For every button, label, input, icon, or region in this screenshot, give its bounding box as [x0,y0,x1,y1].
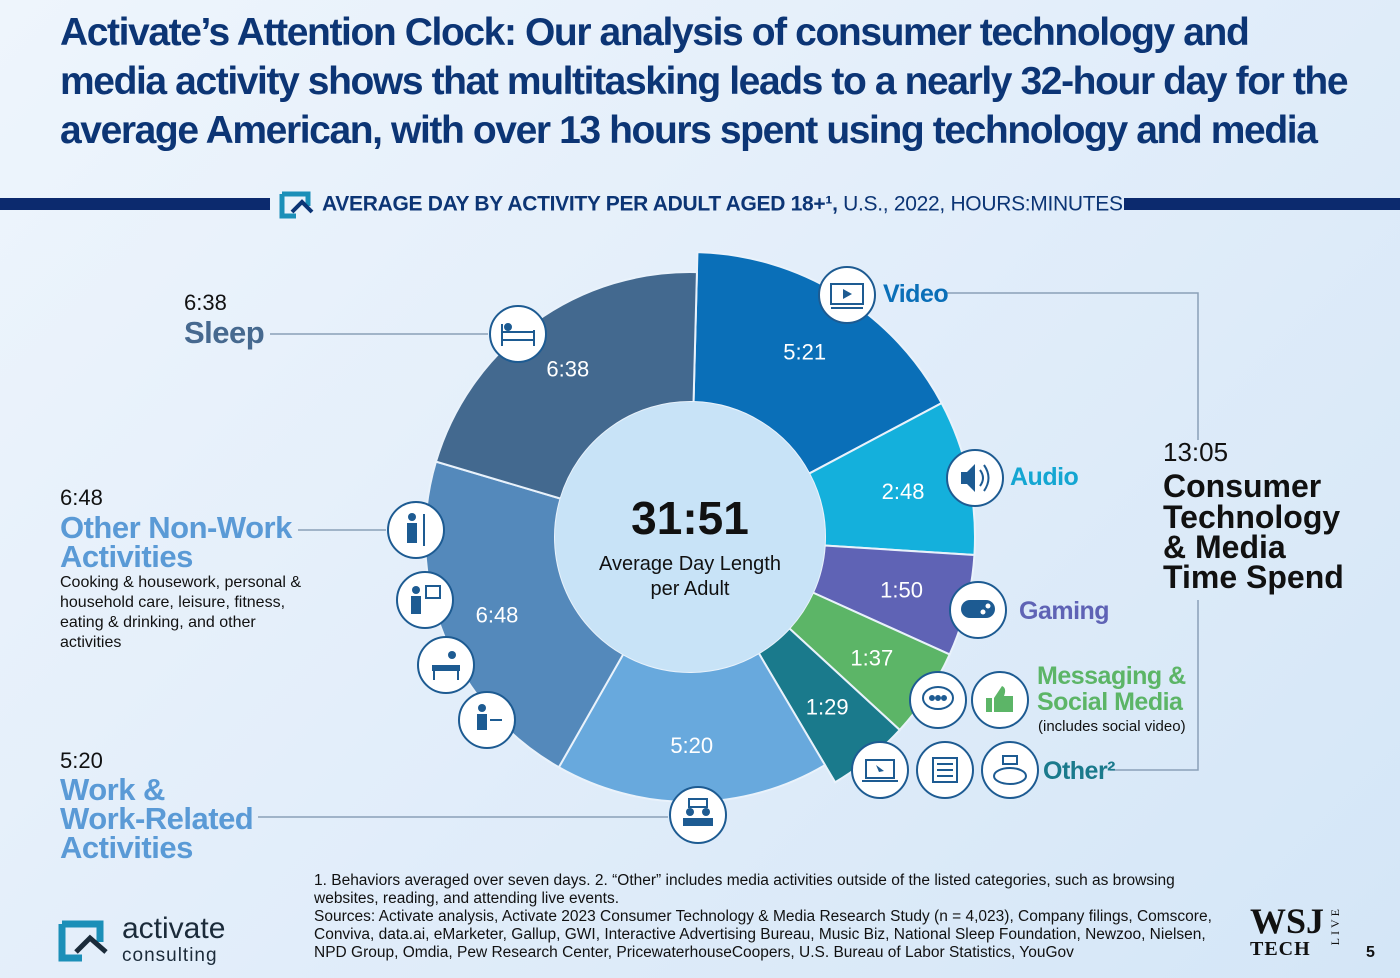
nonwork-description: Cooking & housework, personal & househol… [60,574,302,651]
slice-value-label: 1:29 [806,694,849,719]
activate-logo-icon [279,191,314,219]
stadium-icon [981,741,1039,799]
title-rule-right [1124,198,1400,210]
footnote-definitions: 1. Behaviors averaged over seven days. 2… [314,872,1175,907]
media-total-line1: Consumer [1163,468,1322,504]
slice-value-label: 2:48 [882,479,925,504]
newspaper-icon [916,741,974,799]
wsj-live: LIVE [1328,906,1342,946]
wsj-tech-live-logo: WSJ TECH LIVE [1250,901,1342,960]
activate-brand: activate consulting [56,914,225,968]
center-total: 31:51 [631,492,749,544]
housework-icon [387,501,445,559]
chat-icon [909,671,967,729]
work-label-2: Work-Related [60,801,254,836]
page-number: 5 [1366,944,1375,961]
gaming-label: Gaming [1019,597,1110,625]
messaging-label-2: Social Media [1037,688,1183,716]
donut-slices [424,251,976,803]
title-rule-left [0,198,270,210]
video-label: Video [883,280,949,308]
media-total-time: 13:05 [1163,437,1229,467]
gamepad-icon [949,581,1007,639]
nonwork-time: 6:48 [60,485,103,510]
messaging-note: (includes social video) [1038,718,1186,735]
family-icon [396,571,454,629]
media-total-line4: Time Spend [1163,559,1344,595]
activate-brand-logo-icon [58,920,108,962]
media-total-line2: Technology [1163,499,1341,535]
other-label: Other² [1043,757,1116,785]
connector-lines [258,292,1199,818]
center-label-1: Average Day Length [599,553,781,575]
slice-value-label: 5:20 [670,733,713,758]
subtitle-bold: AVERAGE DAY BY ACTIVITY PER ADULT AGED 1… [322,192,838,216]
work-time: 5:20 [60,748,103,773]
wsj-tech: TECH [1250,938,1311,960]
work-label-1: Work & [60,772,165,807]
media-bracket-bottom [1110,600,1199,771]
brand-sub: consulting [122,945,218,966]
audio-icon [946,449,1004,507]
sleep-time: 6:38 [184,290,227,315]
slice-value-label: 6:48 [476,603,519,628]
media-bracket-top [946,292,1199,440]
sleep-label: Sleep [184,315,265,350]
center-label-2: per Adult [651,578,730,600]
slice-value-label: 6:38 [546,357,589,382]
audio-label: Audio [1010,463,1079,491]
chart-subtitle: AVERAGE DAY BY ACTIVITY PER ADULT AGED 1… [278,190,1123,219]
laptop-icon [851,741,909,799]
wsj-main: WSJ [1250,901,1325,941]
footnote-sources: Sources: Activate analysis, Activate 202… [314,908,1212,961]
care-icon [417,636,475,694]
donut-hole [555,402,825,672]
slice-work-work-related-activities [557,651,827,803]
thumbs-up-icon [971,671,1029,729]
slice-value-label: 1:37 [850,645,893,670]
work-label-3: Activities [60,830,193,865]
slice-value-labels: 5:21 2:48 1:50 1:371:29 5:20 6:48 6:38 [476,340,925,758]
eating-icon [458,691,516,749]
messaging-label-1: Messaging & [1037,662,1186,690]
subtitle-rest: U.S., 2022, HOURS:MINUTES [837,192,1123,216]
footnotes: 1. Behaviors averaged over seven days. 2… [314,872,1214,962]
slice-value-label: 1:50 [880,578,923,603]
media-total-line3: & Media [1163,529,1286,565]
meeting-icon [669,786,727,844]
nonwork-label-1: Other Non-Work [60,510,292,545]
brand-name: activate [122,912,226,945]
headline: Activate’s Attention Clock: Our analysis… [60,11,1349,152]
nonwork-label-2: Activities [60,539,193,574]
slice-value-label: 5:21 [783,340,826,365]
bed-icon [489,305,547,363]
video-icon [818,266,876,324]
